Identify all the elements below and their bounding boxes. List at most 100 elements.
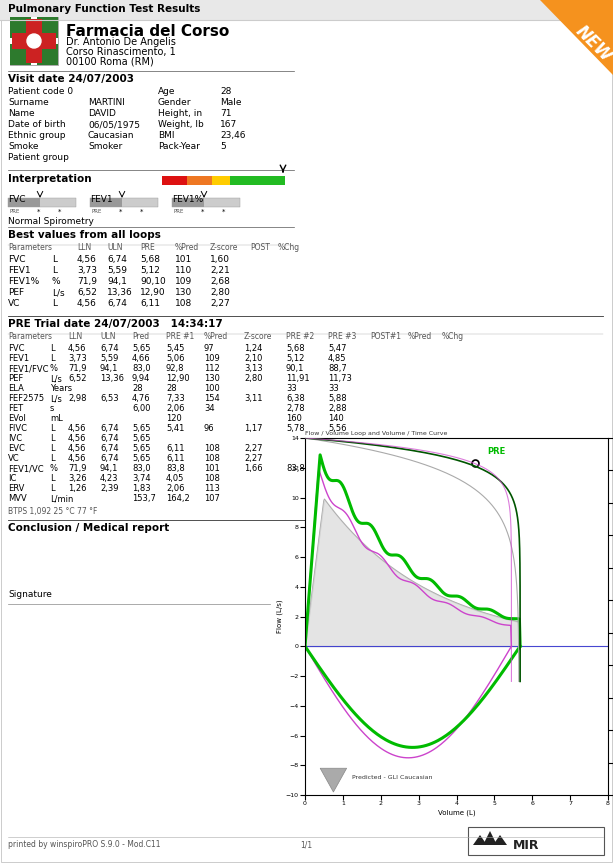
- Text: 3,74: 3,74: [132, 474, 151, 483]
- Text: *: *: [140, 209, 143, 215]
- Text: 33: 33: [328, 384, 339, 393]
- Text: 4,56: 4,56: [68, 444, 86, 453]
- Text: FVC: FVC: [8, 344, 25, 353]
- Text: L: L: [50, 484, 55, 493]
- Polygon shape: [493, 835, 507, 845]
- Text: LLN: LLN: [77, 243, 91, 252]
- Text: Date of birth: Date of birth: [8, 120, 66, 129]
- Text: Predicted - GLI Caucasian: Predicted - GLI Caucasian: [352, 775, 433, 779]
- Text: Male: Male: [220, 98, 242, 107]
- Text: 12,90: 12,90: [140, 288, 166, 297]
- Text: 6,38: 6,38: [286, 394, 305, 403]
- Text: 5,47: 5,47: [328, 344, 346, 353]
- Text: 1,66: 1,66: [244, 464, 262, 473]
- Text: Normal Spirometry: Normal Spirometry: [8, 217, 94, 226]
- Text: 71: 71: [220, 109, 232, 118]
- Text: Quality Report: Quality Report: [430, 523, 516, 533]
- Text: L: L: [50, 424, 55, 433]
- Text: PRE #3: PRE #3: [328, 332, 356, 341]
- Text: 5,56: 5,56: [328, 424, 346, 433]
- Text: Z-score: Z-score: [210, 243, 238, 252]
- Text: 4,56: 4,56: [68, 344, 86, 353]
- Text: 108: 108: [204, 454, 220, 463]
- Text: BMI: BMI: [158, 131, 175, 140]
- Text: FEV1: FEV1: [8, 354, 29, 363]
- Text: 4,56: 4,56: [77, 255, 97, 264]
- Text: 6,74: 6,74: [107, 255, 127, 264]
- Text: 96: 96: [204, 424, 215, 433]
- Text: 4,85: 4,85: [328, 354, 346, 363]
- Text: 101: 101: [204, 464, 219, 473]
- Text: 4,56: 4,56: [68, 454, 86, 463]
- Text: 71,9: 71,9: [77, 277, 97, 286]
- Text: FEV1/FVC: FEV1/FVC: [8, 364, 48, 373]
- Text: 94,1: 94,1: [107, 277, 127, 286]
- Text: Breathe out ALL air in the lungs: Breathe out ALL air in the lungs: [430, 572, 563, 581]
- Text: 34: 34: [204, 404, 215, 413]
- Bar: [90, 198, 158, 207]
- Text: PRE Trial date 24/07/2003   14:34:17: PRE Trial date 24/07/2003 14:34:17: [8, 319, 223, 329]
- Bar: [26, 19, 42, 63]
- Text: MARTINI: MARTINI: [88, 98, 125, 107]
- Text: 5,65: 5,65: [132, 434, 151, 443]
- Text: %: %: [50, 464, 58, 473]
- Text: 83,0: 83,0: [132, 364, 151, 373]
- Bar: [172, 198, 204, 207]
- Text: Pulmonary Function Test Results: Pulmonary Function Test Results: [8, 4, 200, 14]
- Text: IVC: IVC: [8, 434, 22, 443]
- Text: 2,21: 2,21: [210, 266, 230, 275]
- Text: 6,53: 6,53: [100, 394, 119, 403]
- Text: 1/1: 1/1: [300, 840, 312, 849]
- Text: L/s: L/s: [52, 288, 64, 297]
- Text: FEV1%: FEV1%: [8, 277, 39, 286]
- Text: 71,9: 71,9: [68, 364, 86, 373]
- Text: 1,60: 1,60: [210, 255, 230, 264]
- Text: 6,00: 6,00: [132, 404, 151, 413]
- Text: 112: 112: [204, 364, 219, 373]
- Text: MVV: MVV: [8, 494, 27, 503]
- Text: 5,06: 5,06: [166, 354, 185, 363]
- Text: Age: Age: [158, 87, 175, 96]
- Text: Flow / Volume Loop and Volume / Time Curve: Flow / Volume Loop and Volume / Time Cur…: [305, 432, 447, 436]
- Text: L/s: L/s: [50, 374, 62, 383]
- Text: VC: VC: [8, 299, 20, 308]
- Text: 4,56: 4,56: [77, 299, 97, 308]
- Text: 3,13: 3,13: [244, 364, 262, 373]
- Text: Gender: Gender: [158, 98, 191, 107]
- Text: FEF2575: FEF2575: [8, 394, 44, 403]
- Polygon shape: [320, 768, 347, 792]
- Text: 4,56: 4,56: [68, 434, 86, 443]
- Text: Visit date 24/07/2003: Visit date 24/07/2003: [8, 74, 134, 84]
- Text: %Pred: %Pred: [408, 332, 432, 341]
- Text: FEV1/VC: FEV1/VC: [8, 464, 44, 473]
- Text: %: %: [50, 364, 58, 373]
- Text: L: L: [52, 255, 57, 264]
- Text: L/min: L/min: [50, 494, 74, 503]
- Text: printed by winspiroPRO S.9.0 - Mod.C11: printed by winspiroPRO S.9.0 - Mod.C11: [8, 840, 161, 849]
- Text: 28: 28: [132, 384, 143, 393]
- Text: Patient group: Patient group: [8, 153, 69, 162]
- Y-axis label: Flow (L/s): Flow (L/s): [276, 600, 283, 633]
- Text: 1,26: 1,26: [68, 484, 86, 493]
- Text: ULN: ULN: [100, 332, 115, 341]
- Text: Corso Rinascimento, 1: Corso Rinascimento, 1: [66, 47, 176, 57]
- Text: 5,65: 5,65: [132, 454, 151, 463]
- Text: 4,56: 4,56: [68, 424, 86, 433]
- Text: 33: 33: [286, 384, 297, 393]
- Text: POST#1: POST#1: [370, 332, 401, 341]
- Text: L: L: [52, 266, 57, 275]
- Text: 5,88: 5,88: [328, 394, 346, 403]
- Text: 83,8: 83,8: [328, 464, 347, 473]
- Text: 140: 140: [328, 414, 344, 423]
- Text: 97: 97: [204, 344, 215, 353]
- Text: L: L: [50, 354, 55, 363]
- Text: Z-score: Z-score: [244, 332, 272, 341]
- Bar: [230, 176, 285, 185]
- Polygon shape: [483, 831, 497, 845]
- Text: Pack-Year: Pack-Year: [158, 142, 200, 151]
- Bar: [162, 176, 187, 185]
- Text: ELA: ELA: [8, 384, 24, 393]
- Text: 2,27: 2,27: [210, 299, 230, 308]
- Text: %Chg: %Chg: [442, 332, 464, 341]
- Text: Ethnic group: Ethnic group: [8, 131, 66, 140]
